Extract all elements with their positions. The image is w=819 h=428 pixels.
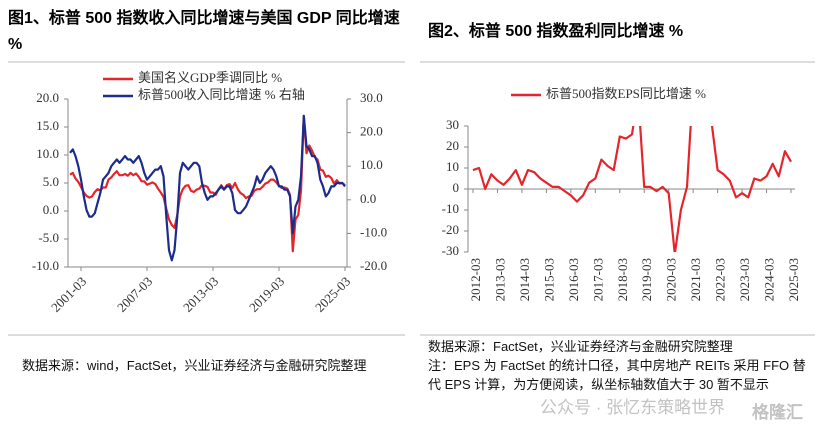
y2-tick-label: 20.0 [360, 124, 383, 139]
x-tick-label: 2024-03 [762, 258, 777, 301]
y2-tick-label: 10.0 [360, 157, 383, 172]
watermark: 公众号 · 张忆东策略世界 [540, 398, 726, 417]
x-tick-label: 2015-03 [541, 258, 556, 301]
y-tick-label: 5.0 [43, 174, 59, 189]
y-tick-label: -5.0 [38, 230, 59, 245]
source: 数据来源：wind，FactSet，兴业证券经济与金融研究院整理 [22, 358, 367, 373]
y2-tick-label: -10.0 [360, 224, 387, 239]
y-tick-label: -20 [442, 222, 459, 237]
series-line [69, 114, 346, 262]
legend-label: 标普500指数EPS同比增速 % [546, 86, 706, 101]
y-tick-label: 10 [446, 159, 459, 174]
chart-title: 图2、标普 500 指数盈利同比增速 % [428, 23, 684, 40]
x-tick-label: 2013-03 [180, 274, 221, 315]
y-tick-label: 20 [446, 138, 459, 153]
y-tick-label: -30 [442, 243, 459, 258]
y-tick-label: -10.0 [32, 258, 59, 273]
x-tick-label: 2019-03 [246, 274, 287, 315]
y2-tick-label: 0.0 [360, 191, 376, 206]
legend-label: 美国名义GDP季调同比 % [138, 70, 282, 85]
x-tick-label: 2012-03 [468, 258, 483, 301]
y-tick-label: 30 [446, 117, 459, 132]
y2-tick-label: -20.0 [360, 258, 387, 273]
x-tick-label: 2021-03 [688, 258, 703, 301]
y-tick-label: 0 [453, 180, 460, 195]
x-tick-label: 2025-03 [312, 274, 353, 315]
y-tick-label: 10.0 [36, 146, 59, 161]
y-tick-label: 20.0 [36, 90, 59, 105]
source: 数据来源：FactSet，兴业证券经济与金融研究院整理 [428, 339, 733, 354]
x-tick-label: 2007-03 [114, 274, 155, 315]
watermark: 格隆汇 [752, 403, 803, 422]
legend-label: 标普500收入同比增速 % 右轴 [138, 87, 305, 102]
x-tick-label: 2016-03 [566, 258, 581, 301]
y-tick-label: 15.0 [36, 118, 59, 133]
x-tick-label: 2001-03 [48, 274, 89, 315]
x-tick-label: 2014-03 [517, 258, 532, 301]
series-line [69, 114, 346, 253]
x-tick-label: 2017-03 [590, 258, 605, 301]
x-tick-label: 2018-03 [615, 258, 630, 301]
chart-title: 图1、标普 500 指数收入同比增速与美国 GDP 同比增速 % [8, 10, 400, 53]
series-line [472, 126, 792, 252]
y-tick-label: -10 [442, 201, 459, 216]
x-tick-label: 2022-03 [713, 258, 728, 301]
x-tick-label: 2020-03 [664, 258, 679, 301]
y2-tick-label: 30.0 [360, 90, 383, 105]
x-tick-label: 2025-03 [786, 258, 801, 301]
x-tick-label: 2013-03 [492, 258, 507, 301]
note: 注：EPS 为 FactSet 的统计口径，其中房地产 REITs 采用 FFO… [428, 358, 806, 392]
x-tick-label: 2023-03 [737, 258, 752, 301]
y-tick-label: 0.0 [43, 202, 59, 217]
x-tick-label: 2019-03 [639, 258, 654, 301]
